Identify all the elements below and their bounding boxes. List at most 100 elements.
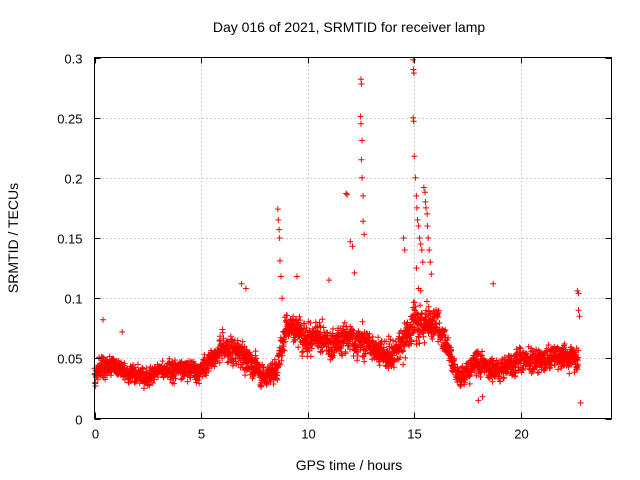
- data-point: [294, 273, 300, 280]
- data-point: [362, 350, 369, 357]
- data-point: [94, 376, 101, 383]
- data-point: [436, 320, 443, 326]
- data-point: [131, 364, 138, 371]
- data-point: [275, 360, 282, 367]
- data-point: [575, 290, 582, 297]
- y-tick-label: 0.25: [57, 112, 82, 127]
- data-point: [421, 339, 428, 346]
- data-point: [303, 324, 310, 331]
- data-point: [307, 319, 314, 326]
- data-point: [351, 269, 358, 276]
- x-tick-label: 0: [92, 427, 99, 442]
- data-point: [360, 192, 367, 199]
- data-point: [417, 241, 424, 247]
- data-point: [548, 362, 555, 369]
- data-point: [271, 356, 278, 363]
- data-point: [516, 344, 523, 351]
- data-point: [419, 259, 426, 266]
- data-point: [297, 317, 304, 324]
- data-point: [466, 380, 473, 387]
- data-point: [357, 113, 364, 120]
- data-point: [360, 218, 367, 225]
- x-tick-label: 10: [301, 427, 315, 442]
- data-point: [279, 352, 286, 359]
- data-point: [390, 337, 396, 344]
- data-point: [411, 153, 418, 160]
- data-point: [413, 341, 420, 348]
- data-point: [511, 369, 518, 376]
- data-point: [339, 351, 346, 358]
- data-point: [319, 316, 326, 323]
- data-point: [412, 303, 419, 310]
- data-point: [442, 327, 449, 333]
- data-point: [238, 280, 245, 287]
- data-point: [576, 313, 583, 320]
- data-point: [184, 378, 191, 385]
- data-point: [279, 295, 286, 302]
- data-point: [561, 341, 568, 347]
- data-point: [400, 361, 407, 368]
- data-point: [315, 343, 322, 350]
- data-point: [383, 338, 390, 345]
- data-point: [497, 378, 504, 385]
- data-point: [347, 238, 354, 245]
- data-point: [282, 338, 289, 345]
- y-tick-label: 0.15: [57, 232, 82, 247]
- data-point: [575, 354, 582, 361]
- data-point: [358, 81, 365, 87]
- data-point: [149, 380, 156, 386]
- data-point: [423, 204, 429, 211]
- data-point: [326, 277, 332, 284]
- data-point: [341, 319, 348, 326]
- data-point: [411, 299, 418, 306]
- data-point: [220, 335, 227, 342]
- data-point: [316, 323, 323, 329]
- data-point: [575, 307, 582, 314]
- y-tick-label: 0: [75, 413, 82, 428]
- tick-labels: 0 5 10 15 20 0 0.05 0.1 0.15 0.2 0.25 0.3: [57, 52, 529, 442]
- data-point: [451, 355, 457, 362]
- data-point: [519, 366, 526, 372]
- data-point: [211, 363, 218, 370]
- data-point: [401, 247, 408, 253]
- data-point: [178, 359, 185, 366]
- data-point: [276, 235, 283, 241]
- data-point: [121, 360, 128, 367]
- data-point: [319, 348, 326, 355]
- data-point: [171, 380, 178, 387]
- data-point: [178, 376, 185, 383]
- data-point: [121, 376, 128, 383]
- y-tick-label: 0.1: [64, 292, 82, 307]
- data-point: [477, 374, 484, 380]
- data-point: [501, 374, 507, 381]
- data-point: [423, 307, 430, 314]
- data-point: [106, 353, 113, 360]
- data-point: [489, 355, 496, 362]
- data-point: [196, 380, 203, 387]
- data-point: [358, 156, 365, 163]
- data-point: [234, 337, 241, 344]
- y-tick-label: 0.3: [64, 52, 82, 67]
- data-point: [301, 320, 308, 327]
- data-points: [91, 56, 584, 406]
- data-point: [278, 273, 284, 280]
- data-point: [330, 325, 336, 332]
- data-point: [402, 354, 409, 361]
- data-point: [575, 347, 582, 354]
- data-point: [410, 118, 417, 125]
- data-point: [424, 223, 431, 229]
- y-tick-label: 0.2: [64, 172, 82, 187]
- data-point: [159, 358, 166, 365]
- data-point: [298, 326, 305, 333]
- data-point: [490, 280, 497, 287]
- data-point: [155, 374, 162, 381]
- data-point: [242, 372, 249, 379]
- data-point: [566, 370, 573, 377]
- data-point: [411, 306, 418, 313]
- data-point: [172, 357, 178, 364]
- data-point: [330, 352, 337, 359]
- data-point: [426, 247, 433, 253]
- data-point: [410, 70, 417, 77]
- data-point: [337, 344, 344, 351]
- data-point: [412, 174, 419, 181]
